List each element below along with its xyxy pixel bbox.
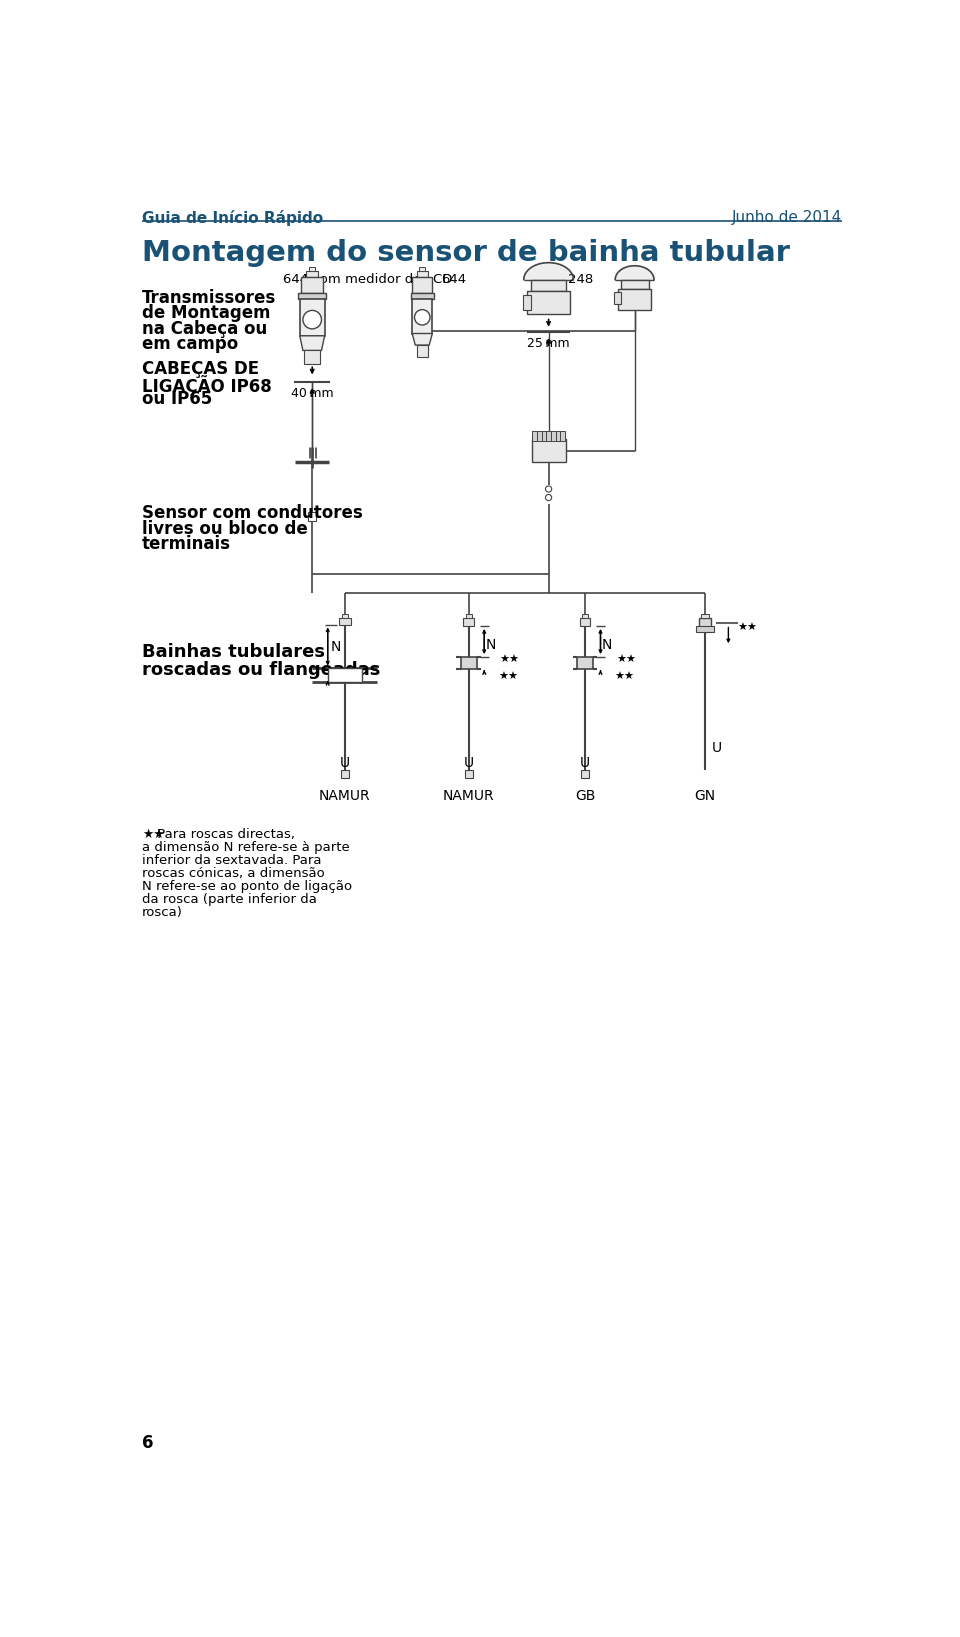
Bar [341, 769, 348, 778]
Text: na Cabeça ou: na Cabeça ou [142, 319, 267, 337]
Polygon shape [300, 336, 324, 350]
Bar [580, 619, 590, 625]
Bar [546, 431, 551, 440]
Text: NAMUR: NAMUR [443, 789, 494, 804]
Bar [523, 295, 531, 311]
Bar [551, 431, 556, 440]
Bar [308, 512, 316, 521]
Text: 6: 6 [142, 1434, 154, 1452]
Text: N: N [602, 638, 612, 652]
Bar [614, 291, 621, 304]
Bar [309, 267, 315, 272]
Text: em campo: em campo [142, 336, 238, 354]
Bar [581, 769, 588, 778]
Text: a dimensão N refere-se à parte: a dimensão N refere-se à parte [142, 841, 349, 855]
Text: 248: 248 [568, 273, 593, 286]
Bar [556, 431, 561, 440]
Bar [411, 293, 434, 300]
Text: 644: 644 [442, 273, 467, 286]
Bar [561, 431, 564, 440]
Bar [621, 280, 649, 288]
Bar [412, 300, 432, 334]
Text: Transmissores: Transmissores [142, 288, 276, 306]
Bar [327, 668, 362, 683]
Text: U: U [464, 756, 474, 771]
Text: NAMUR: NAMUR [319, 789, 371, 804]
Bar [537, 431, 541, 440]
Bar [306, 272, 319, 277]
Text: ou IP65: ou IP65 [142, 391, 212, 409]
Text: Sensor com condutores: Sensor com condutores [142, 504, 363, 522]
Text: N: N [331, 640, 341, 653]
Bar [342, 614, 348, 619]
Bar [527, 291, 570, 314]
Circle shape [415, 309, 430, 326]
Polygon shape [412, 334, 432, 345]
Text: GB: GB [575, 789, 595, 804]
Polygon shape [615, 265, 654, 280]
Bar [701, 614, 709, 619]
Text: Junho de 2014: Junho de 2014 [732, 210, 842, 226]
Text: 40 mm: 40 mm [291, 386, 333, 399]
Bar [300, 300, 324, 336]
Text: GN: GN [695, 789, 716, 804]
Text: N refere-se ao ponto de ligação: N refere-se ao ponto de ligação [142, 881, 351, 894]
Text: 644 com medidor de LCD: 644 com medidor de LCD [283, 273, 452, 286]
Bar [420, 267, 425, 272]
Text: CABEÇAS DE: CABEÇAS DE [142, 360, 259, 378]
Bar [532, 439, 565, 462]
Text: Montagem do sensor de bainha tubular: Montagem do sensor de bainha tubular [142, 239, 790, 267]
Bar [531, 280, 566, 291]
Text: terminais: terminais [142, 535, 230, 553]
Text: livres ou bloco de: livres ou bloco de [142, 521, 307, 539]
Text: Bainhas tubulares: Bainhas tubulares [142, 643, 324, 661]
Bar [417, 272, 427, 277]
Text: Para roscas directas,: Para roscas directas, [153, 828, 295, 841]
Text: roscadas ou flangeadas: roscadas ou flangeadas [142, 661, 380, 679]
Text: roscas cónicas, a dimensão: roscas cónicas, a dimensão [142, 868, 324, 881]
Text: U: U [340, 756, 349, 771]
Text: N: N [486, 638, 496, 652]
Bar [532, 431, 537, 440]
Text: Guia de Início Rápido: Guia de Início Rápido [142, 210, 323, 226]
Bar [582, 614, 588, 619]
Text: ★★: ★★ [498, 673, 518, 683]
Bar [699, 619, 711, 629]
Bar [541, 431, 546, 440]
Bar [696, 625, 714, 632]
Bar [412, 277, 432, 293]
Text: ★★: ★★ [500, 655, 519, 665]
Text: U: U [580, 756, 590, 771]
Text: ★★: ★★ [737, 624, 757, 634]
Bar [417, 345, 427, 357]
Bar [339, 619, 351, 625]
Bar [618, 288, 651, 311]
Text: 25 mm: 25 mm [527, 337, 570, 350]
Bar [465, 769, 472, 778]
Text: U: U [711, 742, 722, 755]
Text: de Montagem: de Montagem [142, 304, 270, 322]
Bar [301, 277, 324, 293]
Text: ★★: ★★ [616, 655, 636, 665]
Text: ★★: ★★ [614, 673, 635, 683]
Bar [299, 293, 326, 300]
Text: LIGAÇÃO IP68: LIGAÇÃO IP68 [142, 375, 272, 396]
Bar [304, 350, 320, 365]
Polygon shape [524, 262, 573, 280]
Text: da rosca (parte inferior da: da rosca (parte inferior da [142, 894, 317, 907]
Text: inferior da sextavada. Para: inferior da sextavada. Para [142, 855, 322, 868]
Bar [464, 619, 474, 625]
Circle shape [303, 311, 322, 329]
Circle shape [545, 486, 552, 493]
Text: rosca): rosca) [142, 907, 182, 920]
Circle shape [545, 494, 552, 501]
Bar [577, 656, 592, 670]
Bar [461, 656, 476, 670]
Bar [466, 614, 472, 619]
Text: ★★: ★★ [142, 828, 164, 841]
